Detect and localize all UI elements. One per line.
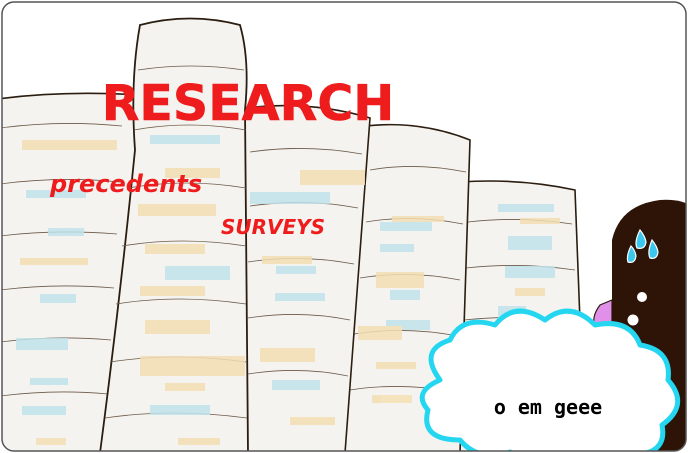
- label-surveys: SURVEYS: [221, 215, 325, 239]
- highlighter-marks: [16, 135, 560, 445]
- sweat-drop-icon: [626, 228, 659, 263]
- page-title: RESEARCH: [102, 75, 395, 132]
- speech-text: o em geee: [494, 395, 602, 419]
- thought-bubble: o em geee: [419, 308, 680, 451]
- eye-icon: [627, 314, 639, 326]
- eye-icon: [637, 292, 647, 302]
- label-precedents: precedents: [49, 170, 202, 198]
